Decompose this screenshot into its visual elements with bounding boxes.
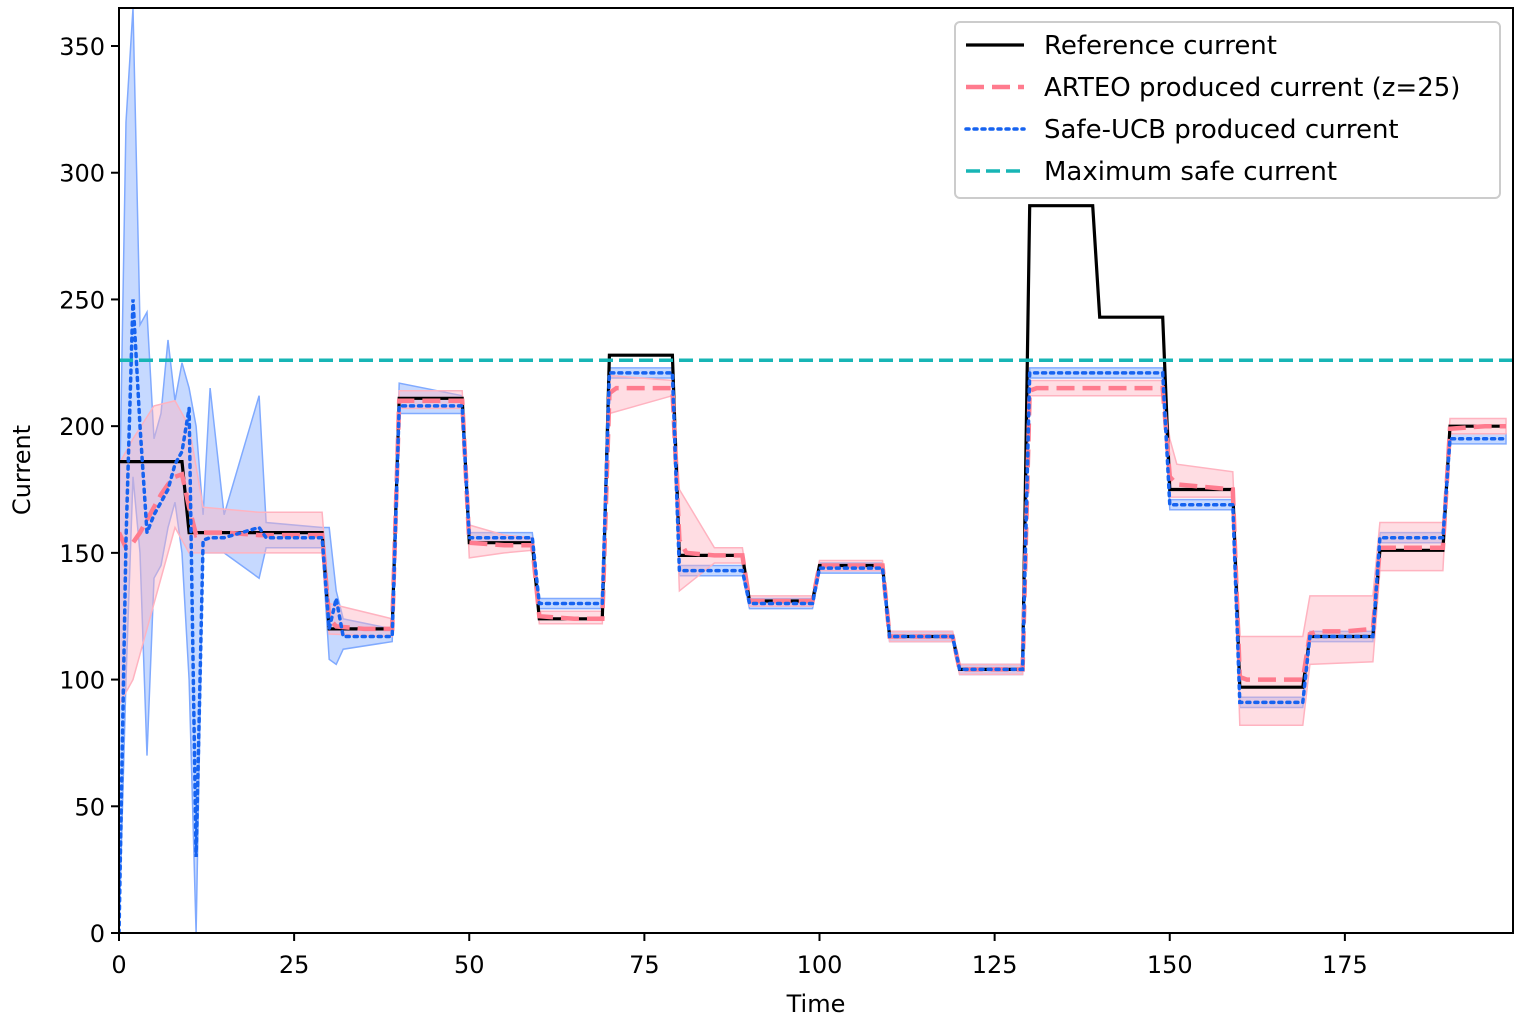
safe-ucb-current-line [119,299,1508,933]
x-axis: 0 25 50 75 100 125 150 175 [111,933,1368,979]
legend-label: Reference current [1044,31,1277,61]
x-tick-label: 175 [1322,951,1368,979]
legend-label: Safe-UCB produced current [1044,115,1399,145]
x-tick-label: 0 [111,951,126,979]
series-lines [119,204,1513,933]
y-tick-label: 100 [59,667,105,695]
y-tick-label: 350 [59,33,105,61]
legend-label: ARTEO produced current (z=25) [1044,73,1460,103]
legend-box [954,21,1501,199]
y-tick-label: 250 [59,286,105,314]
x-tick-label: 125 [972,951,1018,979]
plot-frame [118,7,1514,934]
y-tick-label: 0 [90,920,105,948]
y-axis: 0 50 100 150 200 250 300 350 [59,33,119,948]
y-tick-label: 200 [59,413,105,441]
x-tick-label: 25 [279,951,310,979]
y-tick-label: 300 [59,160,105,188]
arteo-current-line [119,385,1506,682]
y-tick-label: 150 [59,540,105,568]
x-axis-title: Time [786,990,846,1018]
y-axis-title: Current [8,425,36,515]
legend-label: Maximum safe current [1044,157,1337,187]
safe-ucb-band [119,8,1507,933]
x-tick-label: 75 [629,951,660,979]
x-tick-label: 150 [1147,951,1193,979]
x-tick-label: 50 [454,951,485,979]
y-tick-label: 50 [74,793,105,821]
x-tick-label: 100 [797,951,843,979]
legend: Reference current ARTEO produced current … [954,21,1501,199]
